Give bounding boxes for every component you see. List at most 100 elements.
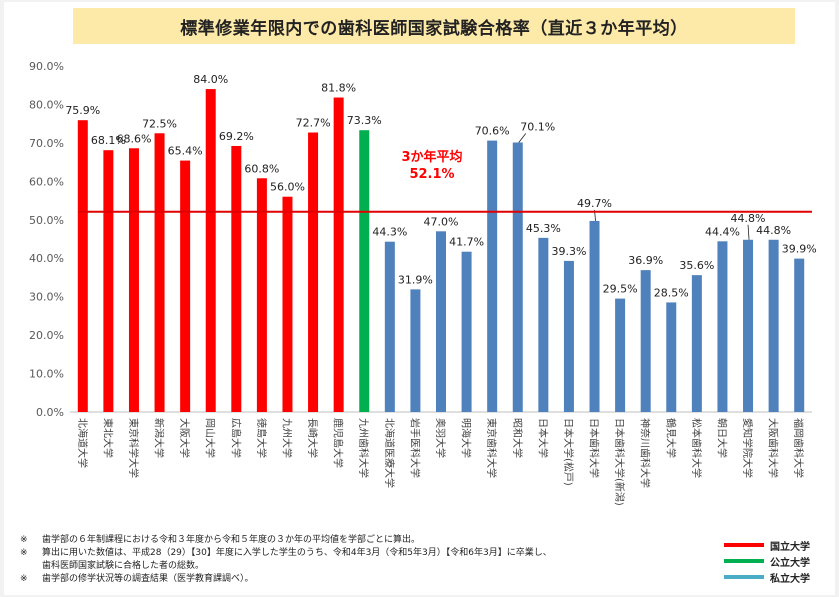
category-label: 昭和大学 — [511, 418, 524, 458]
y-tick-label: 90.0% — [29, 60, 64, 73]
legend-swatch — [724, 543, 764, 547]
category-label: 大阪大学 — [178, 418, 191, 458]
average-label: 3か年平均 — [401, 149, 462, 165]
leader-line — [518, 133, 527, 143]
chart-svg: 0.0% 10.0% 20.0% 30.0% 40.0% 50.0% 60.0% 70.0% 8… — [29, 60, 817, 506]
category-label: 日本歯科大学 — [588, 418, 601, 478]
data-label: 84.0% — [193, 73, 228, 86]
footnote: ※ 歯学部の６年制課程における令和３年度から令和５年度の３か年の平均値を学部ごとに… — [20, 534, 700, 547]
category-label: 奥羽大学 — [434, 418, 447, 458]
legend-item-private: 私立大学 — [724, 569, 834, 585]
data-label: 31.9% — [398, 273, 433, 286]
data-label: 45.3% — [526, 222, 561, 235]
bar — [615, 298, 626, 412]
bar — [308, 132, 319, 412]
category-label: 神奈川歯科大学 — [639, 418, 652, 488]
bar — [717, 241, 728, 412]
data-label: 72.5% — [142, 117, 177, 130]
footnote: ※ 歯学部の修学状況等の調査結果（医学教育課調べ）。 — [20, 573, 700, 586]
leader-line — [747, 224, 750, 240]
bar — [666, 302, 677, 412]
footnote-mark: ※ — [20, 535, 28, 545]
legend-label: 私立大学 — [770, 573, 810, 585]
data-label: 68.6% — [116, 132, 151, 145]
category-label: 徳島大学 — [255, 418, 268, 458]
data-label: 69.2% — [219, 130, 254, 143]
data-label: 70.1% — [520, 121, 555, 134]
bar — [180, 160, 191, 412]
category-label: 愛知学院大学 — [741, 418, 754, 478]
data-label: 39.3% — [551, 245, 586, 258]
bar — [359, 130, 370, 413]
data-label: 70.6% — [475, 125, 510, 138]
footnotes: ※ 歯学部の６年制課程における令和３年度から令和５年度の３か年の平均値を学部ごとに… — [20, 534, 700, 586]
footnote: ※ 算出に用いた数値は、平成28（29）【30】年度に入学した学生のうち、令和4年… — [20, 547, 700, 573]
bar — [743, 239, 754, 412]
data-label: 44.4% — [705, 225, 740, 238]
category-label: 岡山大学 — [204, 418, 217, 458]
bar — [333, 97, 344, 412]
data-label: 65.4% — [168, 145, 203, 158]
data-label: 75.9% — [65, 104, 100, 117]
category-label: 鶴見大学 — [664, 418, 677, 458]
category-label: 九州歯科大学 — [357, 418, 370, 478]
bar — [589, 220, 600, 412]
category-label: 新潟大学 — [153, 418, 166, 458]
footnote-mark: ※ — [20, 574, 28, 584]
category-label: 福岡歯科大学 — [792, 418, 805, 478]
y-tick-label: 10.0% — [29, 368, 64, 381]
y-tick-label: 60.0% — [29, 175, 64, 188]
bar — [461, 251, 472, 412]
bar — [794, 258, 805, 412]
bar — [563, 260, 574, 412]
bar — [256, 178, 267, 412]
legend-item-public: 公立大学 — [724, 553, 834, 569]
bar — [154, 133, 165, 412]
category-label: 大阪歯科大学 — [767, 418, 780, 478]
data-label: 35.6% — [679, 259, 714, 272]
data-label: 41.7% — [449, 236, 484, 249]
category-label: 広島大学 — [229, 418, 242, 458]
legend-item-national: 国立大学 — [724, 537, 834, 553]
category-label: 朝日大学 — [715, 418, 728, 458]
slide: 標準修業年限内での歯科医師国家試験合格率（直近３か年平均） 0.0% 10.0% 2… — [4, 2, 835, 595]
bar — [77, 120, 88, 412]
category-label: 鹿児島大学 — [332, 418, 345, 468]
footnote-text: 歯学部の６年制課程における令和３年度から令和５年度の３か年の平均値を学部ごとに算… — [42, 535, 421, 545]
category-label: 日本大学 — [536, 418, 549, 458]
y-tick-label: 50.0% — [29, 214, 64, 227]
bar — [691, 275, 702, 412]
category-label: 北海道医療大学 — [383, 418, 396, 488]
data-label: 28.5% — [654, 286, 689, 299]
data-label: 56.0% — [270, 181, 305, 194]
y-tick-label: 70.0% — [29, 137, 64, 150]
bar — [128, 148, 139, 412]
footnote-mark: ※ — [20, 548, 28, 558]
data-label: 47.0% — [424, 215, 459, 228]
legend-label: 公立大学 — [770, 557, 810, 569]
legend: 国立大学 公立大学 私立大学 — [724, 537, 834, 585]
bar — [103, 150, 114, 412]
data-label: 44.3% — [372, 226, 407, 239]
legend-swatch — [724, 559, 764, 563]
bar — [282, 196, 293, 412]
y-tick-label: 80.0% — [29, 98, 64, 111]
bar — [640, 270, 651, 412]
category-label: 北海道大学 — [76, 418, 89, 468]
data-label: 49.7% — [577, 197, 612, 210]
bar — [512, 142, 523, 412]
y-tick-label: 0.0% — [36, 406, 64, 419]
chart-title: 標準修業年限内での歯科医師国家試験合格率（直近３か年平均） — [73, 8, 795, 44]
bar — [538, 237, 549, 412]
legend-swatch — [724, 575, 764, 579]
data-label: 73.3% — [347, 114, 382, 127]
data-label: 81.8% — [321, 82, 356, 95]
data-label: 60.8% — [244, 162, 279, 175]
footnote-text: 歯学部の修学状況等の調査結果（医学教育課調べ）。 — [42, 574, 254, 584]
data-label: 68.1% — [91, 134, 126, 147]
category-label: 東京科学大学 — [127, 418, 140, 478]
y-tick-label: 40.0% — [29, 252, 64, 265]
data-label: 39.9% — [782, 243, 817, 256]
category-label: 日本大学(松戸) — [562, 418, 575, 486]
bar — [768, 239, 779, 412]
